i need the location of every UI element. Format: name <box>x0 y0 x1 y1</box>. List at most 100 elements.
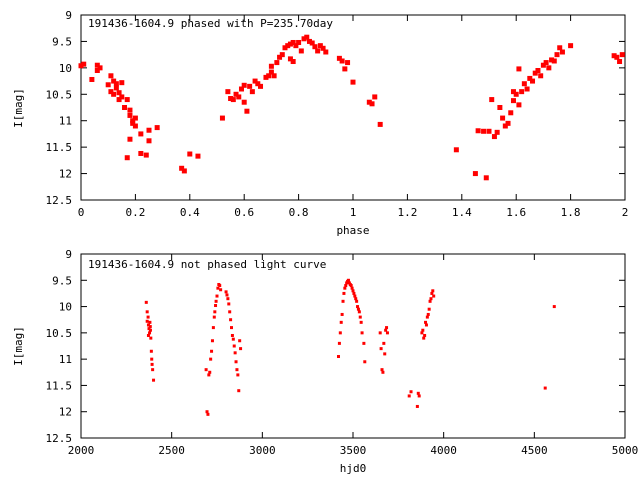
y-tick-label: 12 <box>59 168 72 181</box>
data-point <box>130 118 136 124</box>
data-point <box>350 79 356 85</box>
data-point <box>486 128 492 134</box>
data-point <box>268 63 274 69</box>
data-point <box>336 55 342 61</box>
data-point <box>502 123 508 129</box>
data-point <box>385 331 389 335</box>
data-point <box>351 289 355 293</box>
data-point <box>146 333 150 337</box>
y-tick-label: 11 <box>59 353 72 366</box>
plot-frame <box>80 14 626 201</box>
data-point <box>431 289 435 293</box>
data-point <box>554 52 560 58</box>
data-point <box>306 38 312 44</box>
data-point <box>356 305 360 309</box>
data-point <box>342 291 346 295</box>
y-tick-label: 9.5 <box>52 274 72 287</box>
data-point <box>338 331 342 335</box>
data-point <box>527 75 533 81</box>
data-point <box>113 85 119 91</box>
data-point <box>346 278 350 282</box>
data-point <box>304 34 310 40</box>
data-point <box>263 74 269 80</box>
data-point <box>428 299 432 303</box>
data-point <box>230 326 234 330</box>
data-point <box>339 320 343 324</box>
x-tick-label: 4500 <box>521 444 548 457</box>
data-point <box>617 59 623 65</box>
data-point <box>343 286 347 290</box>
data-point <box>417 394 421 398</box>
data-point <box>252 78 258 84</box>
data-point <box>315 48 321 54</box>
x-tick-label: 0.8 <box>289 206 309 219</box>
data-point <box>181 168 187 174</box>
data-point <box>149 349 153 353</box>
data-point <box>210 339 214 343</box>
data-point <box>145 310 149 314</box>
x-tick-label: 2000 <box>68 444 95 457</box>
data-point <box>122 105 128 110</box>
data-point <box>290 39 296 45</box>
data-point <box>423 333 427 337</box>
data-point <box>425 315 429 319</box>
data-point <box>360 331 364 335</box>
data-point <box>108 89 114 95</box>
data-point <box>207 373 211 377</box>
data-point <box>312 44 318 50</box>
data-point <box>614 54 620 60</box>
data-point <box>508 110 514 116</box>
data-point <box>244 108 250 114</box>
data-point <box>124 155 130 161</box>
data-point <box>105 82 111 88</box>
data-point <box>340 312 344 316</box>
data-point <box>249 89 255 95</box>
data-point <box>127 107 133 113</box>
y-tick-label: 12 <box>59 406 72 419</box>
data-point <box>420 331 424 335</box>
data-point <box>143 152 149 158</box>
data-point <box>154 125 160 131</box>
data-point <box>233 351 237 355</box>
data-point <box>138 131 144 137</box>
data-point <box>124 97 130 103</box>
data-point <box>481 128 487 134</box>
y-tick-label: 12.5 <box>46 432 73 445</box>
data-point <box>355 299 359 303</box>
data-point <box>228 310 232 314</box>
data-point <box>356 307 360 311</box>
data-point <box>372 94 378 100</box>
data-point <box>557 45 563 51</box>
data-point <box>543 60 549 66</box>
data-point <box>285 43 291 49</box>
data-point <box>497 105 503 110</box>
data-point <box>94 62 100 68</box>
data-point <box>353 294 357 298</box>
data-point <box>429 297 433 301</box>
data-point <box>226 297 230 301</box>
data-point <box>210 349 214 353</box>
y-tick-label: 10.5 <box>46 327 73 340</box>
data-point <box>78 63 84 69</box>
data-point <box>144 300 148 304</box>
data-point <box>369 101 375 107</box>
data-point <box>224 290 228 294</box>
data-point <box>216 286 220 290</box>
x-tick-label: 1.6 <box>506 206 526 219</box>
data-point <box>323 49 329 55</box>
data-point <box>148 331 152 335</box>
data-point <box>150 357 154 361</box>
y-tick-label: 9 <box>65 248 72 261</box>
data-point <box>301 36 307 42</box>
data-point <box>152 378 156 382</box>
x-tick-label: 1.8 <box>561 206 581 219</box>
data-point <box>237 389 241 393</box>
data-point <box>427 307 431 311</box>
data-point <box>214 304 218 308</box>
data-point <box>148 320 152 324</box>
data-point <box>208 370 212 374</box>
data-point <box>146 315 150 319</box>
x-tick-label: 1.4 <box>452 206 472 219</box>
data-point <box>89 76 95 82</box>
x-tick-label: 0.6 <box>234 206 254 219</box>
